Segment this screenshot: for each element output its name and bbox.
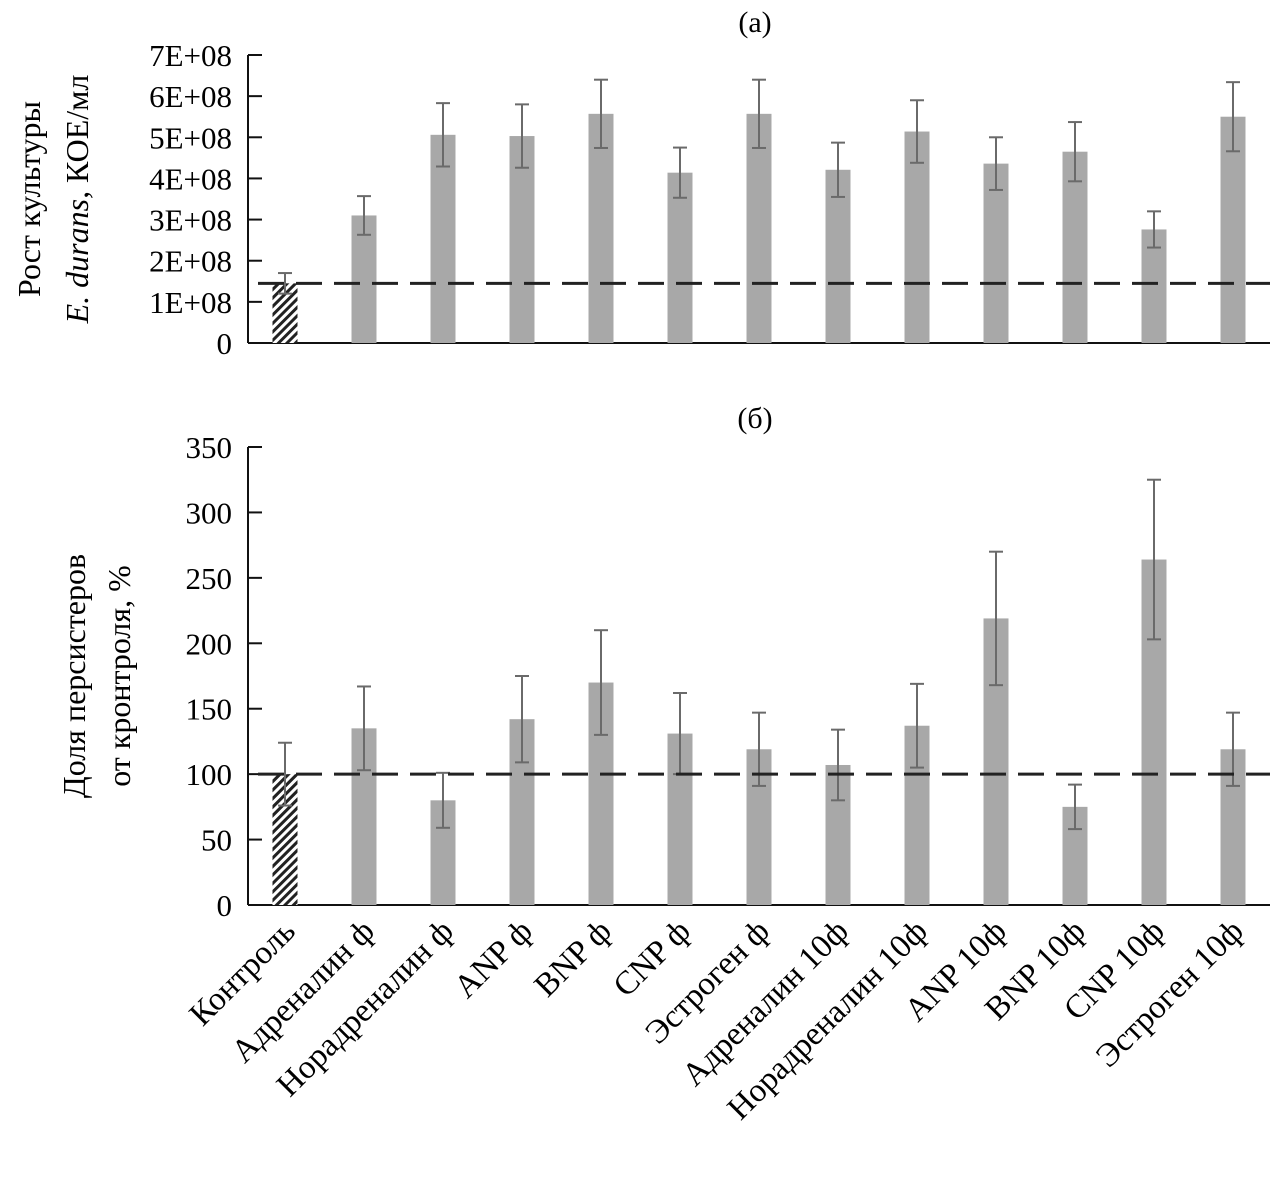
x-tick-label: ANP ф [447, 913, 539, 1005]
y-tick-label: 300 [186, 495, 233, 530]
y-axis-label-line2: от кронтроля, % [101, 565, 137, 787]
y-axis-label-line2: E. durans, КОЕ/мл [59, 75, 95, 325]
bar-5 [588, 113, 614, 343]
x-tick-label: BNP ф [528, 913, 619, 1004]
y-tick-label: 2E+08 [149, 244, 232, 279]
panel-a: (а) Рост культуры E. durans, КОЕ/мл 0 1E+08 2… [11, 6, 1270, 361]
bar-6 [667, 172, 693, 343]
y-tick-label: 5E+08 [149, 120, 232, 155]
panel-label: (а) [738, 6, 771, 39]
panel-b: (б) Доля персистеров от кронтроля, % 0 50 100… [56, 402, 1270, 1127]
panel-label: (б) [737, 402, 772, 435]
bar-8 [825, 169, 851, 343]
y-tick-label: 100 [186, 757, 233, 792]
y-tick-label: 4E+08 [149, 161, 232, 196]
y-axis-label-line1: Рост культуры [11, 101, 47, 297]
bar-2 [351, 215, 377, 343]
bar-4 [509, 136, 535, 343]
y-tick-label: 150 [186, 692, 233, 727]
y-axis-label-unit: КОЕ/мл [59, 75, 95, 191]
y-tick-label: 6E+08 [149, 79, 232, 114]
y-tick-label: 3E+08 [149, 203, 232, 238]
bar-9 [904, 131, 930, 343]
bar-7 [746, 113, 772, 343]
bar-11 [1062, 151, 1088, 343]
y-tick-label: 0 [217, 888, 233, 923]
y-axis-label-line1: Доля персистеров [56, 554, 92, 798]
bar-10 [983, 163, 1009, 343]
y-axis-label-species: E. durans, [59, 191, 95, 324]
y-tick-label: 50 [201, 823, 232, 858]
bar-3 [430, 134, 456, 343]
y-tick-label: 7E+08 [149, 38, 232, 73]
y-tick-label: 0 [217, 326, 233, 361]
bar-13 [1220, 116, 1246, 343]
y-tick-label: 1E+08 [149, 285, 232, 320]
y-tick-label: 350 [186, 430, 233, 465]
y-tick-label: 250 [186, 561, 233, 596]
y-tick-label: 200 [186, 626, 233, 661]
